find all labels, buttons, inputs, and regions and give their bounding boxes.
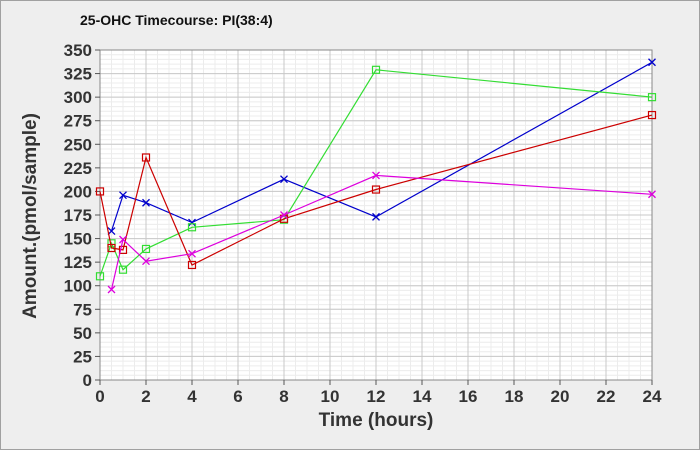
series-line — [99, 69, 653, 277]
x-tick-label: 24 — [643, 387, 662, 406]
y-tick-label: 275 — [64, 112, 92, 131]
x-tick-label: 14 — [413, 387, 432, 406]
series-layer — [95, 58, 657, 294]
y-tick-label: 0 — [83, 371, 92, 390]
x-tick-label: 4 — [187, 387, 197, 406]
y-tick-label: 300 — [64, 88, 92, 107]
data-point — [142, 257, 150, 266]
y-tick-label: 200 — [64, 182, 92, 201]
series-4 — [107, 171, 656, 294]
x-tick-label: 0 — [95, 387, 104, 406]
series-2 — [95, 65, 657, 281]
data-point — [95, 187, 105, 196]
data-point — [141, 153, 151, 162]
series-line — [99, 114, 653, 266]
data-point — [187, 223, 197, 232]
x-tick-label: 18 — [505, 387, 524, 406]
data-point — [118, 245, 128, 254]
x-axis: 0 2 4 6 8 10 12 14 16 18 20 22 24 — [95, 380, 662, 406]
y-tick-label: 75 — [73, 300, 92, 319]
x-tick-label: 6 — [233, 387, 242, 406]
data-point — [107, 227, 116, 235]
data-point — [107, 285, 116, 294]
data-point — [118, 265, 128, 274]
y-tick-label: 225 — [64, 159, 92, 178]
x-tick-label: 10 — [321, 387, 340, 406]
data-point — [648, 58, 656, 67]
data-point — [647, 110, 657, 120]
y-tick-label: 350 — [64, 41, 92, 60]
series-1 — [107, 58, 656, 235]
x-tick-label: 8 — [279, 387, 288, 406]
data-point — [371, 185, 381, 194]
data-point — [119, 191, 127, 200]
data-point — [371, 65, 381, 74]
data-point — [107, 243, 116, 253]
data-point — [119, 235, 127, 244]
x-axis-title: Time (hours) — [319, 410, 434, 431]
y-axis-title: Amount.(pmol/sample) — [20, 113, 41, 319]
data-point — [280, 211, 288, 219]
x-tick-label: 22 — [597, 387, 616, 406]
y-axis: 0 25 50 75 100 125 150 175 200 225 250 275 300 325 350 — [64, 41, 100, 390]
data-point — [188, 249, 196, 258]
data-point — [141, 244, 151, 254]
y-tick-label: 175 — [64, 206, 92, 225]
data-point — [142, 198, 150, 207]
data-point — [187, 260, 197, 270]
y-tick-label: 50 — [73, 324, 92, 343]
x-tick-label: 2 — [141, 387, 150, 406]
y-tick-label: 25 — [73, 347, 92, 366]
data-point — [372, 171, 380, 180]
y-tick-label: 150 — [64, 230, 92, 249]
data-point — [95, 272, 105, 281]
x-tick-label: 20 — [551, 387, 570, 406]
chart-title: 25-OHC Timecourse: PI(38:4) — [80, 12, 273, 28]
data-point — [647, 93, 657, 102]
data-point — [648, 190, 656, 199]
y-tick-label: 250 — [64, 135, 92, 154]
y-tick-label: 100 — [64, 277, 92, 296]
y-tick-label: 325 — [64, 65, 92, 84]
data-point — [280, 175, 288, 184]
x-tick-label: 16 — [459, 387, 478, 406]
y-tick-label: 125 — [64, 253, 92, 272]
x-tick-label: 12 — [367, 387, 386, 406]
data-point — [188, 218, 196, 227]
data-point — [372, 212, 380, 221]
